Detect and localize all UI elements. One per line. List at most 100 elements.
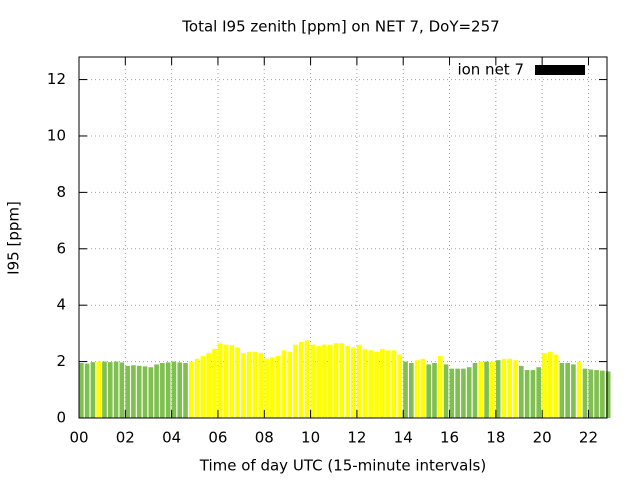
y-tick-label: 0 bbox=[56, 409, 66, 427]
bar bbox=[559, 363, 565, 418]
legend-swatch bbox=[535, 65, 585, 75]
bar bbox=[542, 353, 547, 418]
bar bbox=[449, 368, 455, 418]
bar bbox=[235, 347, 240, 418]
bar bbox=[495, 360, 501, 418]
bar bbox=[490, 361, 495, 418]
bar bbox=[466, 367, 472, 418]
bar bbox=[553, 354, 559, 418]
bar bbox=[275, 355, 281, 418]
x-tick-label: 18 bbox=[486, 429, 505, 447]
bar bbox=[90, 362, 96, 418]
bar bbox=[600, 370, 605, 418]
bar bbox=[125, 365, 130, 418]
bar bbox=[368, 350, 374, 418]
bar bbox=[258, 353, 264, 418]
bar bbox=[148, 367, 154, 418]
bar bbox=[432, 363, 437, 418]
bar bbox=[183, 363, 188, 418]
bar bbox=[160, 363, 165, 418]
y-tick-label: 8 bbox=[56, 183, 66, 201]
bar bbox=[217, 343, 223, 418]
x-tick-label: 14 bbox=[394, 429, 413, 447]
bar bbox=[107, 362, 113, 418]
bar bbox=[513, 360, 518, 418]
bar bbox=[437, 355, 443, 418]
bar bbox=[189, 361, 194, 418]
bar bbox=[507, 358, 513, 418]
bar bbox=[362, 348, 368, 418]
bar bbox=[310, 344, 316, 418]
y-tick-label: 4 bbox=[56, 296, 66, 314]
bar bbox=[79, 363, 84, 418]
bar bbox=[420, 358, 426, 418]
plot-frame bbox=[78, 56, 608, 419]
bar bbox=[293, 344, 298, 418]
bar bbox=[119, 362, 125, 418]
x-tick-label: 04 bbox=[162, 429, 181, 447]
bar bbox=[281, 350, 287, 418]
bar bbox=[304, 340, 310, 418]
x-tick-label: 06 bbox=[208, 429, 227, 447]
bar bbox=[356, 344, 362, 418]
y-tick-label: 10 bbox=[47, 126, 66, 144]
legend-label: ion net 7 bbox=[457, 61, 524, 79]
bar bbox=[484, 361, 489, 418]
chart-title: Total I95 zenith [ppm] on NET 7, DoY=257 bbox=[181, 18, 499, 36]
x-tick-label: 16 bbox=[440, 429, 459, 447]
bar bbox=[501, 358, 507, 418]
x-tick-label: 00 bbox=[69, 429, 88, 447]
bar bbox=[165, 362, 171, 418]
y-tick-label: 2 bbox=[56, 352, 66, 370]
bar bbox=[594, 370, 599, 418]
bar bbox=[345, 346, 350, 418]
bar bbox=[403, 361, 408, 418]
bar bbox=[200, 355, 206, 418]
x-tick-label: 08 bbox=[255, 429, 274, 447]
bar bbox=[530, 370, 536, 418]
bar bbox=[576, 361, 582, 418]
bar bbox=[327, 344, 333, 418]
y-tick-label: 6 bbox=[56, 239, 66, 257]
bar bbox=[194, 358, 200, 418]
bar bbox=[605, 371, 611, 418]
bar bbox=[443, 364, 449, 418]
bar bbox=[414, 360, 420, 418]
y-axis-label: I95 [ppm] bbox=[5, 201, 23, 275]
bar bbox=[136, 365, 142, 418]
bar bbox=[322, 344, 327, 418]
bar bbox=[374, 351, 379, 418]
bar bbox=[524, 370, 530, 418]
bar bbox=[223, 344, 229, 418]
x-axis-label: Time of day UTC (15-minute intervals) bbox=[199, 457, 486, 475]
bar bbox=[333, 343, 339, 418]
bar bbox=[519, 365, 524, 418]
bars bbox=[79, 340, 611, 418]
bar bbox=[246, 351, 252, 418]
bar bbox=[571, 364, 576, 418]
bar bbox=[536, 367, 541, 418]
bar bbox=[84, 363, 90, 418]
bar bbox=[270, 357, 275, 418]
bar bbox=[96, 361, 101, 418]
bar bbox=[316, 346, 321, 418]
bar bbox=[241, 353, 246, 418]
bar bbox=[252, 351, 258, 418]
bar bbox=[102, 361, 107, 418]
bar bbox=[154, 364, 159, 418]
bar bbox=[547, 351, 553, 418]
bar bbox=[385, 350, 391, 418]
bar bbox=[478, 361, 484, 418]
x-tick-label: 02 bbox=[116, 429, 135, 447]
bar bbox=[287, 351, 293, 418]
bar bbox=[565, 363, 570, 418]
bar bbox=[391, 350, 397, 418]
bar bbox=[351, 347, 356, 418]
x-tick-label: 22 bbox=[579, 429, 598, 447]
y-tick-label: 12 bbox=[47, 70, 66, 88]
bar bbox=[299, 341, 304, 418]
bar bbox=[455, 368, 460, 418]
bar bbox=[229, 345, 235, 418]
